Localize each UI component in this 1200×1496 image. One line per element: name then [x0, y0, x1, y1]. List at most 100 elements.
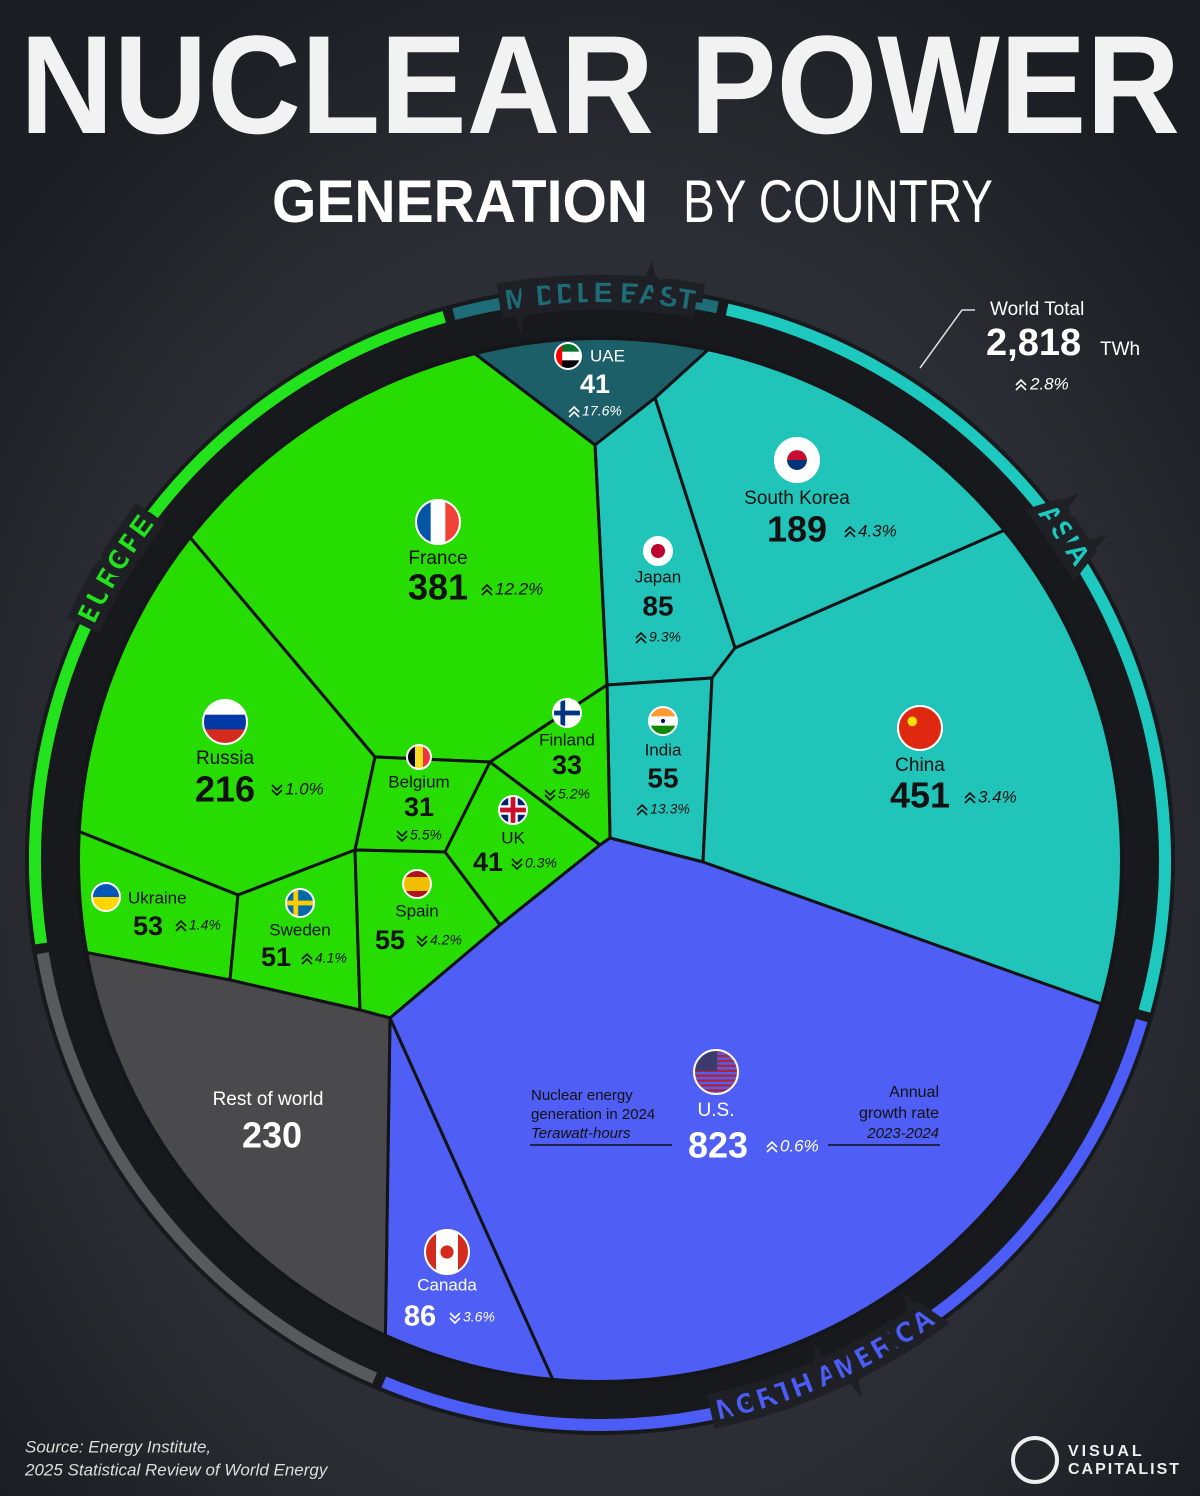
flag-part	[553, 710, 581, 716]
country-value: 85	[642, 590, 673, 621]
flag-part	[694, 1074, 738, 1077]
flag-part	[660, 718, 666, 724]
country-value: 33	[552, 750, 582, 780]
growth-label: 1.4%	[189, 917, 221, 933]
flag-part	[415, 745, 424, 769]
growth-label: 5.5%	[410, 827, 442, 843]
flag-part	[403, 870, 431, 878]
flag-part	[555, 351, 581, 361]
flag-border	[648, 706, 678, 736]
country-value: 51	[261, 942, 291, 972]
country-value: 451	[890, 775, 950, 816]
flag-border	[774, 437, 820, 483]
growth-label: 17.6%	[582, 403, 622, 419]
ring-band	[25, 285, 1175, 1435]
flag	[403, 870, 431, 898]
flag	[555, 343, 581, 369]
flag-part	[499, 807, 527, 813]
flag	[407, 745, 431, 769]
flag-border	[91, 882, 121, 912]
region-arc	[725, 303, 1171, 1013]
country-name: UK	[501, 828, 525, 847]
country-name: Canada	[417, 1275, 477, 1294]
growth-arrow	[416, 935, 428, 948]
flag	[649, 707, 677, 735]
flag-part	[694, 1084, 738, 1087]
growth-label: 4.2%	[430, 932, 462, 948]
country-name: China	[895, 755, 945, 776]
growth-arrow	[568, 405, 580, 418]
flag-part	[694, 1079, 738, 1082]
flag-part	[555, 343, 581, 353]
growth-arrow	[271, 784, 283, 797]
flag-part	[907, 716, 918, 727]
country-value: 53	[133, 911, 163, 941]
region-arc	[29, 311, 446, 945]
note: growth rate	[859, 1105, 939, 1122]
flag-part	[203, 714, 247, 730]
flag	[775, 438, 819, 482]
growth-label: 1.0%	[285, 779, 324, 798]
country-name: Japan	[635, 567, 681, 586]
growth-label: 12.2%	[495, 579, 543, 598]
growth-arrow	[964, 791, 976, 804]
source: Source: Energy Institute,	[25, 1437, 211, 1456]
flag-part	[440, 1245, 454, 1259]
flag-part	[898, 706, 942, 750]
flag-part	[787, 460, 807, 470]
growth-arrow	[511, 858, 523, 871]
growth-arrow	[301, 952, 313, 965]
flag-border	[693, 1049, 739, 1095]
growth-arrow	[844, 525, 856, 538]
flag-part	[651, 544, 665, 558]
logo-mark	[1011, 1436, 1059, 1484]
title: NUCLEAR POWER	[20, 6, 1180, 163]
flag-border	[406, 744, 432, 770]
flag-part	[649, 725, 677, 735]
world-total-unit: TWh	[1100, 339, 1140, 360]
flag	[425, 1230, 469, 1274]
flag-part	[555, 360, 581, 369]
country-name: Sweden	[269, 920, 330, 939]
growth-label: 9.3%	[649, 629, 681, 645]
world-total-growth: 2.8%	[1029, 374, 1069, 393]
flag-border	[415, 499, 461, 545]
growth-label: 0.6%	[780, 1136, 819, 1155]
flag-part	[423, 745, 431, 769]
flag-border	[202, 699, 248, 745]
country-name: Russia	[196, 748, 255, 769]
flag-part	[407, 745, 416, 769]
flag-part	[403, 891, 431, 898]
country-name: UAE	[590, 346, 625, 365]
country-name: Rest of world	[213, 1089, 324, 1110]
flag-part	[649, 707, 677, 717]
note: generation in 2024	[531, 1106, 655, 1123]
flag-part	[458, 1230, 469, 1274]
flag-part	[92, 883, 120, 898]
growth-arrow	[544, 789, 556, 802]
circle-outline	[76, 336, 1124, 1384]
growth-label: 3.6%	[463, 1309, 495, 1325]
brand: CAPITALIST	[1068, 1461, 1181, 1478]
leader-line	[919, 309, 975, 369]
growth-label: 3.4%	[978, 787, 1017, 806]
flag-part	[286, 900, 314, 906]
note: 2023-2024	[866, 1125, 939, 1142]
flag-border	[643, 536, 673, 566]
country-value: 230	[242, 1115, 302, 1156]
country-value: 86	[404, 1301, 436, 1333]
growth-arrow	[766, 1140, 778, 1153]
growth-label: 4.3%	[858, 521, 897, 540]
flag-part	[425, 1230, 437, 1274]
country-value: 55	[647, 762, 678, 793]
country-name: Ukraine	[128, 888, 187, 907]
country-name: India	[645, 740, 682, 759]
growth-label: 13.3%	[650, 801, 690, 817]
flag-part	[92, 897, 120, 911]
growth-arrow	[481, 583, 493, 596]
country-value: 41	[580, 369, 610, 399]
flag-border	[498, 795, 528, 825]
flag-part	[694, 1089, 738, 1092]
